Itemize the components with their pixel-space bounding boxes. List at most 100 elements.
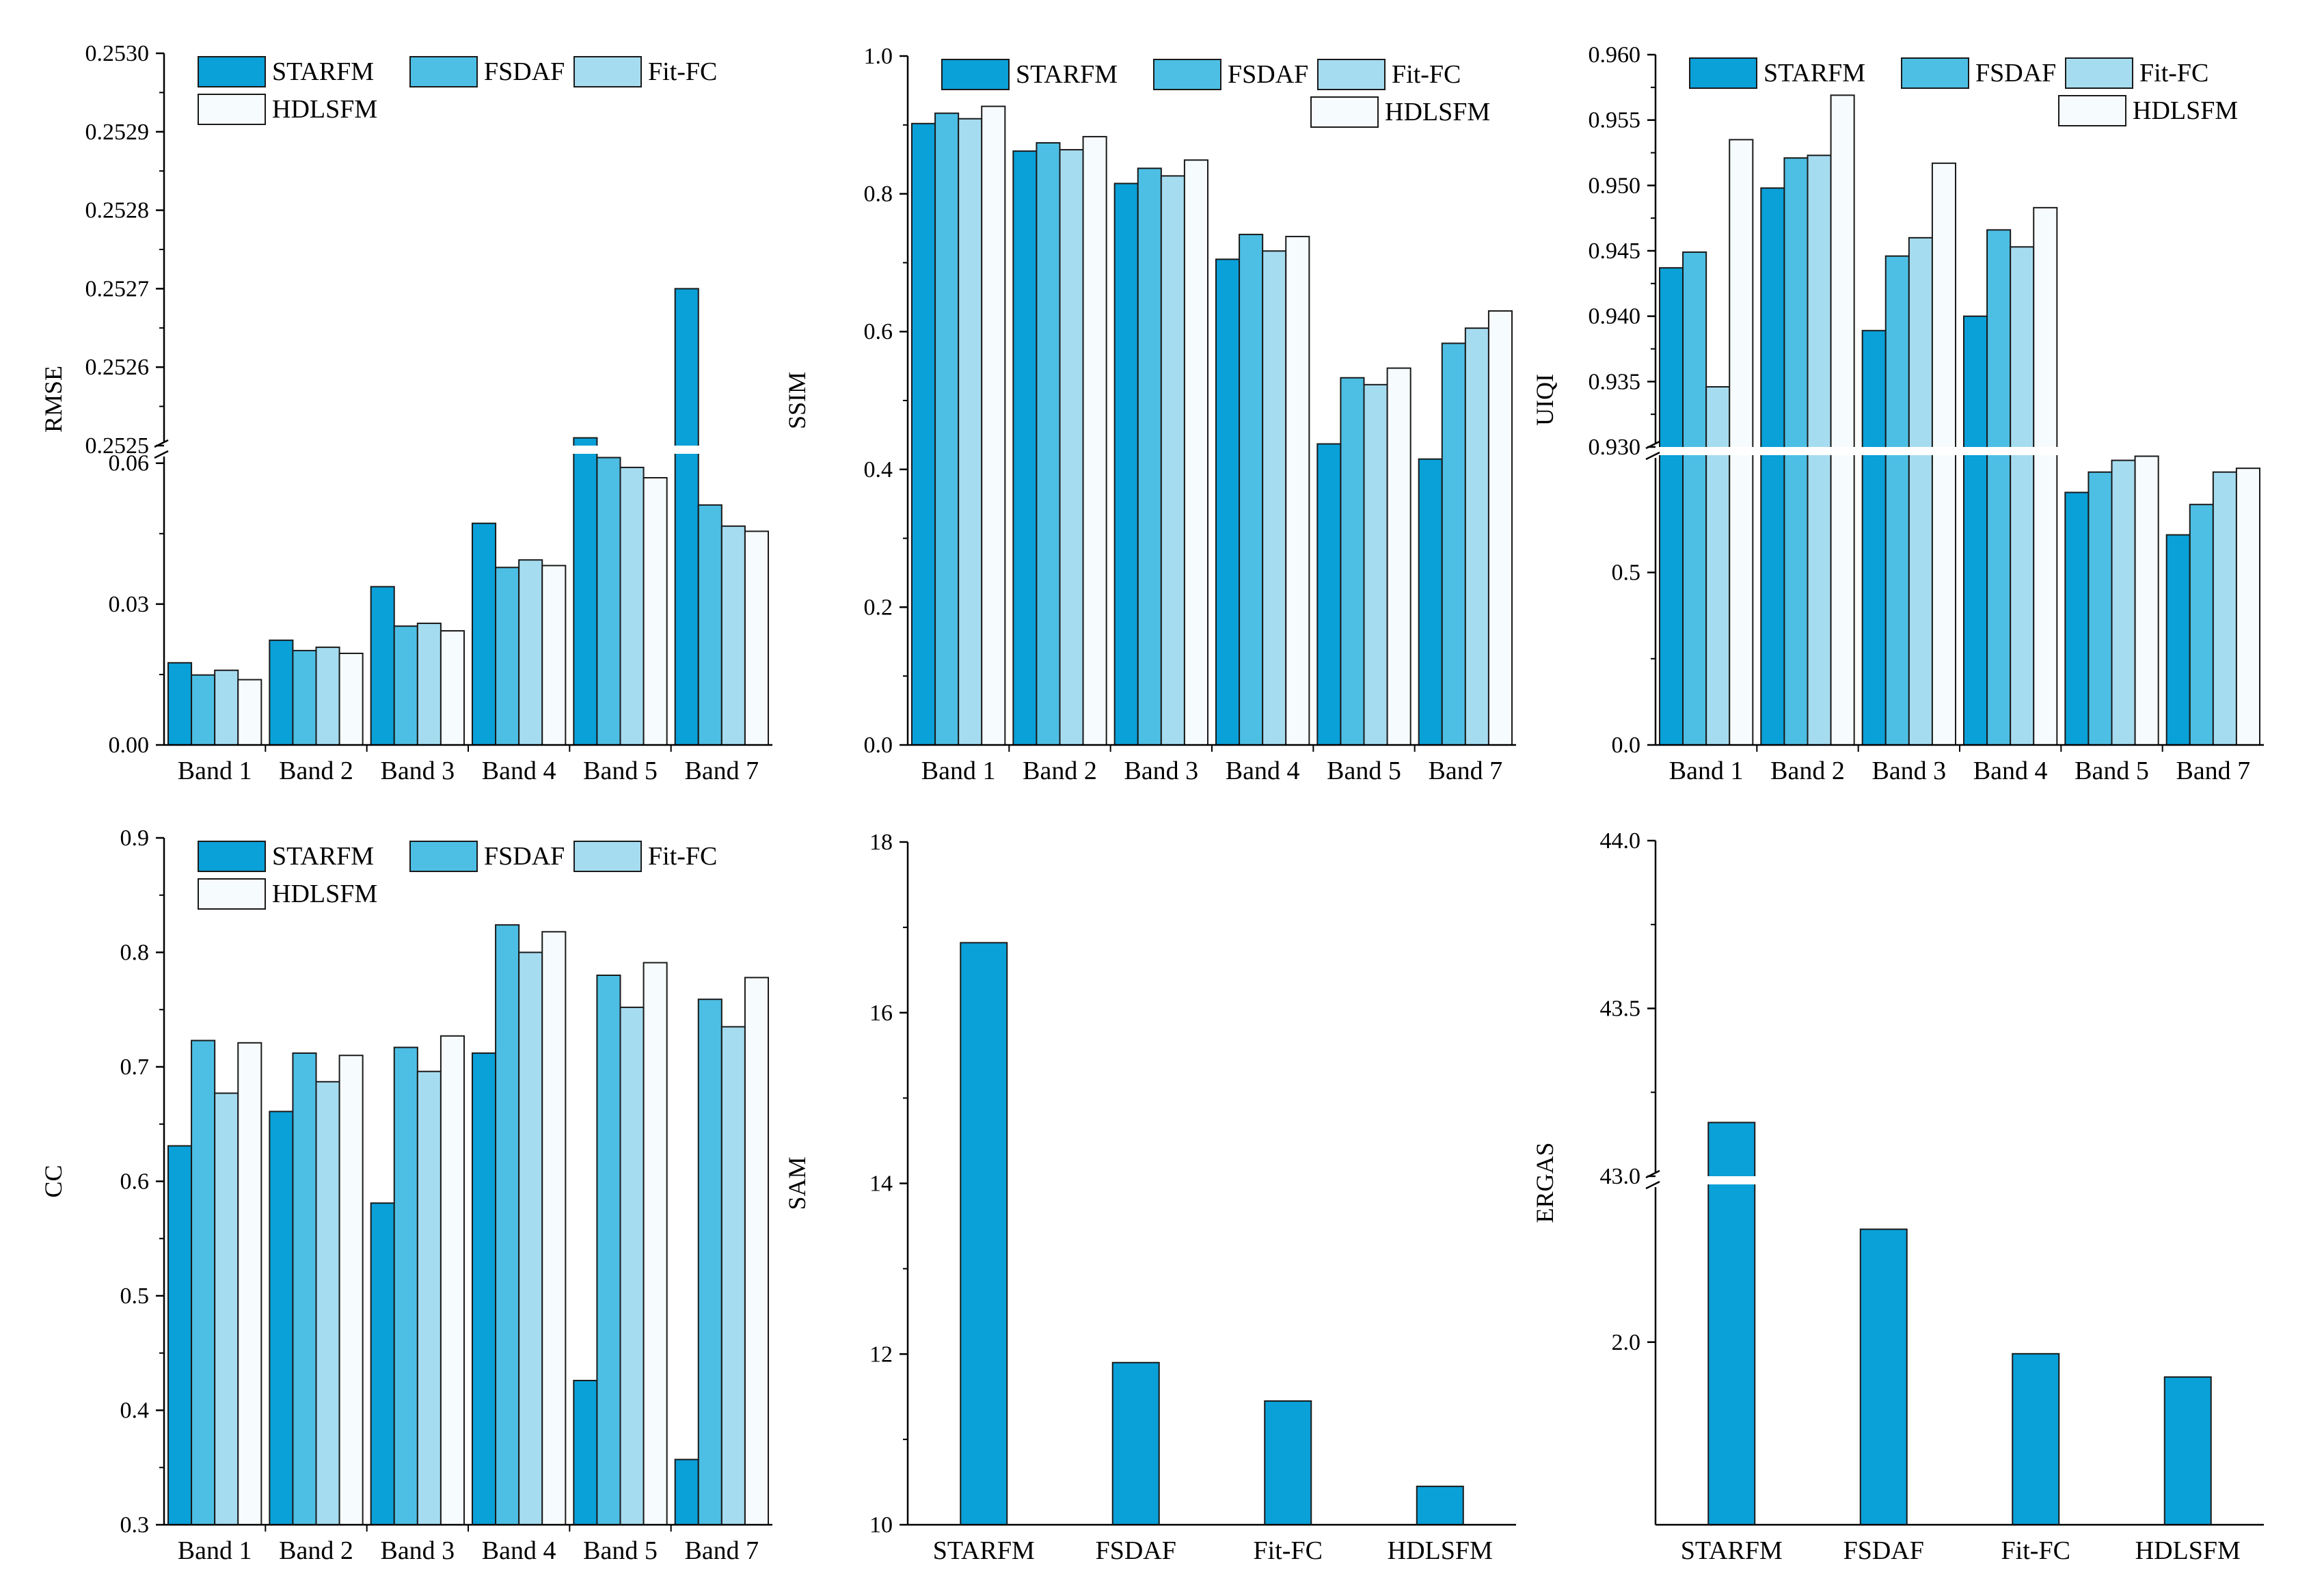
uiqi-bar-hdlsfm-band4 — [2033, 206, 2058, 746]
cc-y-axis-label: CC — [40, 1165, 67, 1197]
uiqi-x-tick-label: Band 2 — [1770, 757, 1845, 785]
ergas-y-tick-label: 43.0 — [1600, 1164, 1641, 1189]
rmse-y-tick-label: 0.06 — [109, 451, 150, 476]
rmse-bar-hdlsfm-band3 — [440, 630, 465, 746]
ssim-bar-fit-fc-band7 — [1464, 327, 1489, 746]
cc-bar-starfm-band7 — [674, 1458, 699, 1525]
cc-y-tick-label: 0.6 — [120, 1169, 150, 1195]
cc-bar-fsdaf-band7 — [697, 999, 722, 1526]
uiqi-bar-fsdaf-band1 — [1682, 251, 1707, 746]
ssim-bar-hdlsfm-band3 — [1183, 159, 1208, 746]
rmse-bar-starfm-band7 — [674, 288, 699, 746]
ssim-legend-swatch-starfm — [941, 59, 1010, 90]
ssim-x-tick-label: Band 2 — [1023, 757, 1097, 785]
ssim-bar-fit-fc-band5 — [1363, 383, 1388, 746]
rmse-y-tick-label: 0.2528 — [85, 198, 150, 223]
rmse-bar-fit-fc-band3 — [416, 623, 442, 746]
uiqi-y-tick-label: 0.940 — [1589, 304, 1641, 329]
ssim-x-tick-label: Band 4 — [1226, 757, 1300, 785]
uiqi-bar-fit-fc-band7 — [2212, 471, 2237, 746]
rmse-bar-hdlsfm-band2 — [338, 653, 364, 746]
cc-legend-label-hdlsfm: HDLSFM — [272, 880, 377, 908]
cc-bar-fit-fc-band4 — [518, 951, 543, 1525]
ssim-x-tick-label: Band 1 — [921, 757, 996, 785]
rmse-bar-starfm-band4 — [472, 522, 497, 746]
rmse-bar-fit-fc-band5 — [619, 466, 645, 746]
cc-legend-label-fit-fc: Fit-FC — [648, 842, 717, 871]
chart-ssim: Band 1 Band 2 Band 3 Band 4 Band 5 Band 7 0.0 0… — [783, 44, 1516, 785]
uiqi-y-tick-label: 0.960 — [1589, 42, 1641, 68]
rmse-axis-break-band — [165, 446, 774, 454]
uiqi-bar-fit-fc-band5 — [2111, 459, 2136, 746]
ssim-bar-hdlsfm-band2 — [1082, 135, 1107, 746]
rmse-legend-label-hdlsfm: HDLSFM — [272, 95, 377, 124]
ssim-bar-fsdaf-band1 — [934, 112, 960, 746]
ssim-bar-fit-fc-band4 — [1262, 250, 1287, 746]
cc-x-tick-label: Band 2 — [279, 1536, 353, 1565]
rmse-legend-label-fit-fc: Fit-FC — [648, 57, 717, 86]
uiqi-bar-hdlsfm-band1 — [1729, 139, 1754, 746]
ssim-y-axis-label: SSIM — [783, 372, 811, 429]
uiqi-bar-starfm-band2 — [1760, 187, 1785, 746]
rmse-legend-swatch-hdlsfm — [198, 94, 266, 125]
uiqi-x-tick-label: Band 1 — [1669, 757, 1744, 785]
uiqi-y-tick-label: 0.930 — [1589, 435, 1641, 460]
cc-y-tick-label: 0.5 — [120, 1284, 150, 1309]
sam-y-axis-label: SAM — [783, 1156, 811, 1210]
ssim-bar-starfm-band2 — [1012, 150, 1038, 746]
ergas-x-tick-label: HDLSFM — [2135, 1536, 2241, 1565]
cc-bar-hdlsfm-band2 — [338, 1055, 364, 1525]
uiqi-legend-swatch-fit-fc — [2065, 57, 2133, 89]
ssim-y-tick-label: 0.6 — [864, 319, 893, 344]
ergas-axis-break-mark — [1645, 1180, 1660, 1190]
rmse-x-tick-label: Band 5 — [583, 757, 658, 785]
ssim-y-tick-label: 0.8 — [864, 182, 893, 207]
sam-x-tick-label: HDLSFM — [1388, 1536, 1493, 1565]
ssim-legend-swatch-fit-fc — [1317, 59, 1386, 90]
uiqi-legend-label-fit-fc: Fit-FC — [2139, 59, 2208, 87]
rmse-bar-fsdaf-band2 — [292, 649, 317, 746]
ssim-bar-fit-fc-band2 — [1059, 149, 1084, 746]
ssim-legend-label-fit-fc: Fit-FC — [1392, 60, 1461, 89]
cc-x-tick-label: Band 7 — [684, 1536, 759, 1565]
sam-y-tick-label: 18 — [869, 830, 893, 855]
uiqi-y-tick-label: 0.5 — [1612, 560, 1641, 586]
cc-bar-hdlsfm-band1 — [237, 1042, 262, 1525]
rmse-axis-break-mark — [154, 450, 169, 459]
rmse-x-tick-label: Band 2 — [279, 757, 353, 785]
uiqi-y-tick-label: 0.945 — [1589, 239, 1641, 264]
cc-x-tick-label: Band 3 — [380, 1536, 455, 1565]
cc-legend-swatch-fsdaf — [409, 841, 478, 872]
sam-bar-starfm — [960, 942, 1008, 1526]
cc-bar-hdlsfm-band5 — [643, 962, 668, 1525]
ssim-y-tick-label: 1.0 — [864, 44, 893, 69]
rmse-bar-hdlsfm-band7 — [744, 530, 769, 746]
ssim-bar-starfm-band1 — [911, 122, 936, 746]
cc-x-tick-label: Band 1 — [178, 1536, 252, 1565]
cc-bar-starfm-band4 — [472, 1052, 497, 1525]
uiqi-legend-label-fsdaf: FSDAF — [1975, 59, 2056, 87]
ergas-x-tick-label: STARFM — [1681, 1536, 1783, 1565]
ssim-x-tick-label: Band 7 — [1428, 757, 1502, 785]
rmse-y-tick-label: 0.03 — [109, 592, 150, 617]
uiqi-legend-label-hdlsfm: HDLSFM — [2133, 96, 2238, 125]
rmse-bar-fit-fc-band1 — [214, 669, 239, 746]
uiqi-x-tick-label: Band 3 — [1872, 757, 1946, 785]
cc-y-tick-label: 0.9 — [120, 826, 150, 851]
cc-x-tick-label: Band 4 — [482, 1536, 556, 1565]
cc-bar-fsdaf-band3 — [393, 1046, 418, 1525]
cc-y-tick-label: 0.3 — [120, 1512, 150, 1538]
cc-y-tick-label: 0.7 — [120, 1055, 150, 1080]
cc-bar-hdlsfm-band3 — [440, 1035, 465, 1525]
rmse-y-tick-label: 0.00 — [109, 733, 150, 758]
chart-uiqi: Band 1 Band 2 Band 3 Band 4 Band 5 Band 7 0.0 0… — [1531, 42, 2265, 785]
sam-y-tick-label: 10 — [869, 1512, 893, 1538]
rmse-bar-starfm-band5 — [573, 437, 598, 746]
rmse-bar-fsdaf-band3 — [393, 625, 418, 746]
sam-x-tick-label: STARFM — [933, 1536, 1035, 1565]
uiqi-bar-fit-fc-band4 — [2010, 246, 2035, 746]
ergas-bar-fit-fc — [2012, 1353, 2060, 1526]
uiqi-y-tick-label: 0.950 — [1589, 173, 1641, 198]
rmse-x-tick-label: Band 4 — [482, 757, 556, 785]
